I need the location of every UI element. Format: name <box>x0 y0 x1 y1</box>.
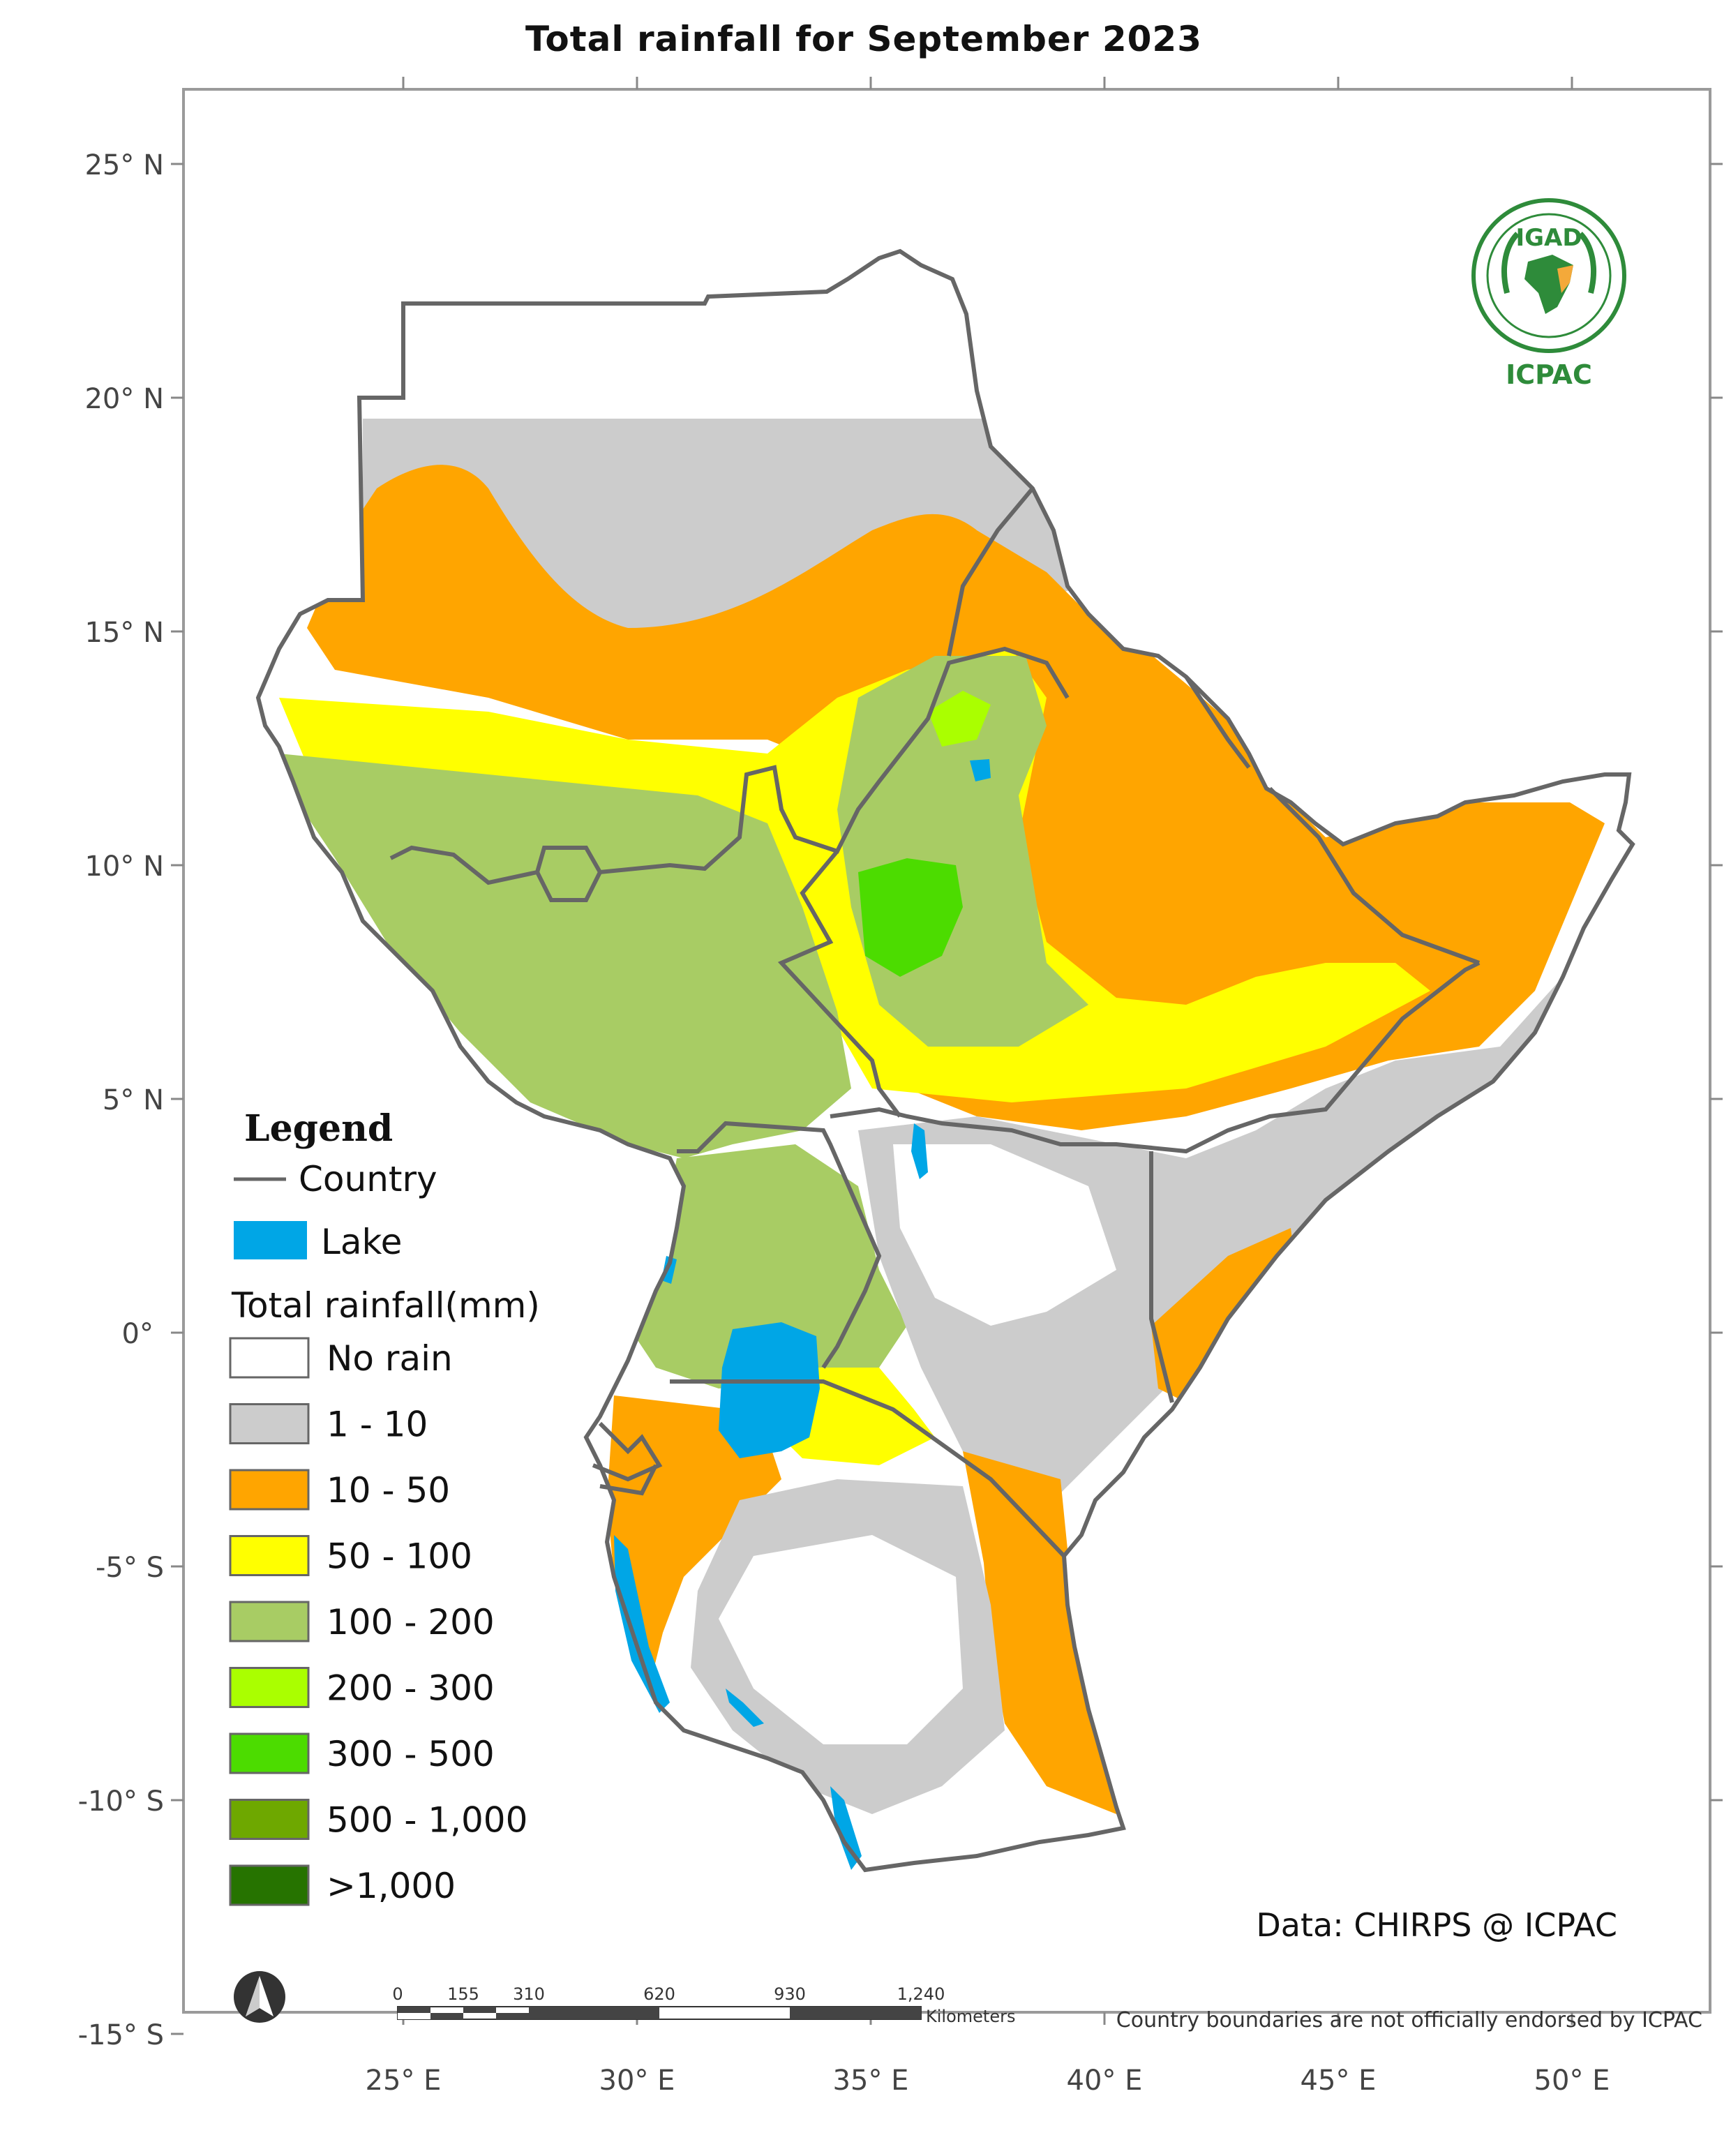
scale-tick-label: 620 <box>643 1984 675 2004</box>
legend-class-label: No rain <box>327 1338 453 1379</box>
scale-tick-label: 1,240 <box>897 1984 945 2004</box>
legend-class-label: 10 - 50 <box>327 1470 450 1511</box>
scale-unit-label: Kilometers <box>926 2007 1015 2026</box>
scale-tick-label: 930 <box>774 1984 806 2004</box>
lat-tick-label: 0° <box>122 1318 153 1350</box>
lat-tick-label: 10° N <box>84 851 164 883</box>
lake-victoria <box>719 1322 820 1458</box>
lake-turkana <box>911 1123 928 1179</box>
legend-class-label: 500 - 1,000 <box>327 1800 527 1841</box>
legend-swatch <box>229 1601 310 1642</box>
north-arrow-icon <box>234 1971 285 2023</box>
legend-class-label: >1,000 <box>327 1866 456 1906</box>
lake-tana <box>970 759 991 781</box>
lat-tick-label: 20° N <box>84 383 164 415</box>
scale-tick-label: 310 <box>513 1984 545 2004</box>
legend-country-label: Country <box>299 1159 437 1199</box>
lat-tick-label: -15° S <box>78 2019 164 2051</box>
legend-class-label: 200 - 300 <box>327 1668 495 1709</box>
boundary-disclaimer: Country boundaries are not officially en… <box>1116 2008 1702 2033</box>
logo-bottom-text: ICPAC <box>1506 359 1592 390</box>
lake-tanganyika <box>614 1535 670 1713</box>
lake-swatch <box>234 1221 307 1259</box>
legend-swatch <box>229 1469 310 1511</box>
lat-tick-label: -5° S <box>96 1552 164 1584</box>
longitude-axis: 25° E 30° E 35° E 40° E 45° E 50° E <box>366 77 1610 2097</box>
country-borders <box>389 487 1481 1558</box>
lon-tick-label: 40° E <box>1067 2065 1143 2097</box>
map-title: Total rainfall for September 2023 <box>525 19 1202 59</box>
legend-class-label: 300 - 500 <box>327 1734 495 1774</box>
lon-tick-label: 30° E <box>599 2065 675 2097</box>
icpac-logo: IGAD ICPAC <box>1471 198 1626 390</box>
lon-tick-label: 45° E <box>1301 2065 1377 2097</box>
lon-tick-label: 50° E <box>1534 2065 1610 2097</box>
legend-rainfall-title: Total rainfall(mm) <box>231 1285 540 1326</box>
legend-swatch <box>229 1337 310 1379</box>
lon-tick-label: 35° E <box>833 2065 909 2097</box>
legend-class-label: 50 - 100 <box>327 1536 472 1577</box>
legend-swatch <box>229 1799 310 1840</box>
legend-swatch <box>229 1535 310 1576</box>
lat-tick-label: 5° N <box>103 1084 164 1116</box>
legend-swatch <box>229 1732 310 1774</box>
lat-tick-label: 25° N <box>84 149 164 181</box>
lat-tick-label: 15° N <box>84 617 164 649</box>
legend-lake-label: Lake <box>321 1222 402 1262</box>
scale-bar: 0 155 310 620 930 1,240 Kilometers <box>392 1984 1015 2026</box>
scale-tick-label: 0 <box>392 1984 403 2004</box>
legend-class-label: 1 - 10 <box>327 1405 428 1445</box>
legend: Legend Country Lake Total rainfall(mm) N… <box>229 1107 540 1906</box>
legend-swatch <box>229 1864 310 1906</box>
legend-swatch <box>229 1667 310 1708</box>
data-credit: Data: CHIRPS @ ICPAC <box>1256 1906 1617 1944</box>
lat-tick-label: -10° S <box>78 1786 164 1818</box>
lake-rukwa <box>726 1689 764 1727</box>
lake-albert <box>661 1256 677 1284</box>
lon-tick-label: 25° E <box>366 2065 442 2097</box>
legend-swatch <box>229 1403 310 1444</box>
legend-title: Legend <box>244 1107 393 1150</box>
scale-tick-label: 155 <box>447 1984 479 2004</box>
logo-top-text: IGAD <box>1515 224 1582 252</box>
latitude-axis: 25° N 20° N 15° N 10° N 5° N 0° -5° S -1… <box>78 149 1723 2051</box>
lake-malawi <box>830 1786 862 1870</box>
legend-class-label: 100 - 200 <box>327 1602 495 1642</box>
lakes <box>614 759 991 1870</box>
